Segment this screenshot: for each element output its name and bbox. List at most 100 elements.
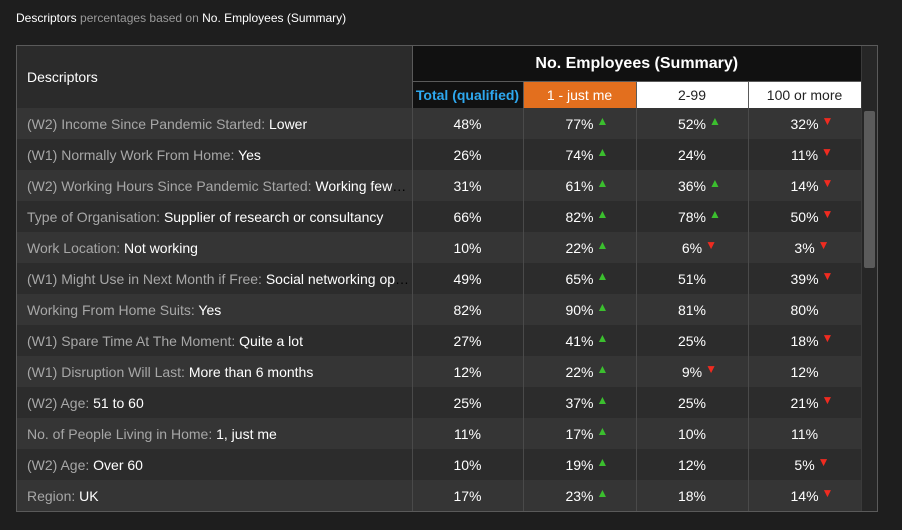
descriptor-cell[interactable]: No. of People Living in Home: 1, just me [17, 418, 413, 449]
100-or-more-cell[interactable]: 80% [748, 294, 862, 325]
total-cell[interactable]: 10% [412, 449, 524, 480]
descriptor-cell[interactable]: Working From Home Suits: Yes [17, 294, 413, 325]
descriptor-answer-value: UK [79, 487, 99, 504]
table-row[interactable]: (W1) Normally Work From Home: Yes 26% 74% ▲… [17, 139, 862, 170]
descriptor-cell[interactable]: (W2) Income Since Pandemic Started: Lowe… [17, 108, 413, 139]
percentage-container: 90% ▲ [565, 300, 608, 318]
100-or-more-cell[interactable]: 12% [748, 356, 862, 387]
descriptor-answer-value: Social networking opp… [265, 270, 412, 287]
descriptor-cell[interactable]: (W1) Spare Time At The Moment: Quite a l… [17, 325, 413, 356]
100-or-more-cell[interactable]: 14% ▼ [748, 480, 862, 511]
table-row[interactable]: (W2) Working Hours Since Pandemic Starte… [17, 170, 862, 201]
total-cell[interactable]: 10% [412, 232, 524, 263]
total-cell[interactable]: 12% [412, 356, 524, 387]
total-cell[interactable]: 26% [412, 139, 524, 170]
table-row[interactable]: (W1) Might Use in Next Month if Free: So… [17, 263, 862, 294]
2-99-cell[interactable]: 78% ▲ [636, 201, 749, 232]
100-or-more-cell[interactable]: 11% [748, 418, 862, 449]
1-just-me-cell[interactable]: 65% ▲ [523, 263, 637, 294]
100-or-more-cell[interactable]: 14% ▼ [748, 170, 862, 201]
1-just-me-cell[interactable]: 23% ▲ [523, 480, 637, 511]
table-row[interactable]: No. of People Living in Home: 1, just me… [17, 418, 862, 449]
1-just-me-cell[interactable]: 61% ▲ [523, 170, 637, 201]
total-cell[interactable]: 25% [412, 387, 524, 418]
descriptor-cell[interactable]: (W1) Normally Work From Home: Yes [17, 139, 413, 170]
percentage-container: 50% ▼ [791, 207, 834, 225]
1-just-me-cell[interactable]: 22% ▲ [523, 356, 637, 387]
total-cell[interactable]: 27% [412, 325, 524, 356]
total-cell[interactable]: 31% [412, 170, 524, 201]
table-row[interactable]: (W1) Disruption Will Last: More than 6 m… [17, 356, 862, 387]
scrollbar-thumb[interactable] [864, 111, 875, 268]
2-99-cell[interactable]: 36% ▲ [636, 170, 749, 201]
100-or-more-cell[interactable]: 21% ▼ [748, 387, 862, 418]
descriptors-header[interactable]: Descriptors [17, 46, 413, 108]
100-or-more-cell[interactable]: 50% ▼ [748, 201, 862, 232]
1-just-me-cell[interactable]: 17% ▲ [523, 418, 637, 449]
significant-up-arrow-icon: ▲ [596, 175, 609, 190]
100-or-more-cell[interactable]: 18% ▼ [748, 325, 862, 356]
2-99-cell[interactable]: 52% ▲ [636, 108, 749, 139]
table-row[interactable]: (W2) Age: 51 to 60 25% 37% ▲ 25% 21% ▼ [17, 387, 862, 418]
2-99-cell[interactable]: 12% [636, 449, 749, 480]
table-row[interactable]: (W1) Spare Time At The Moment: Quite a l… [17, 325, 862, 356]
table-row[interactable]: (W2) Income Since Pandemic Started: Lowe… [17, 108, 862, 139]
column-header-2-99[interactable]: 2-99 [636, 81, 749, 108]
percentage-value: 74% [565, 146, 594, 163]
total-cell[interactable]: 66% [412, 201, 524, 232]
descriptor-cell[interactable]: (W2) Working Hours Since Pandemic Starte… [17, 170, 413, 201]
descriptor-answer-value: Working fewer… [315, 177, 412, 194]
caption-muted-text: percentages based on [76, 11, 203, 25]
2-99-cell[interactable]: 51% [636, 263, 749, 294]
total-cell[interactable]: 17% [412, 480, 524, 511]
2-99-cell[interactable]: 25% [636, 387, 749, 418]
significant-down-arrow-icon: ▼ [821, 485, 834, 500]
100-or-more-cell[interactable]: 32% ▼ [748, 108, 862, 139]
percentage-value: 22% [565, 363, 594, 380]
1-just-me-cell[interactable]: 22% ▲ [523, 232, 637, 263]
2-99-cell[interactable]: 25% [636, 325, 749, 356]
descriptor-cell[interactable]: Region: UK [17, 480, 413, 511]
1-just-me-cell[interactable]: 41% ▲ [523, 325, 637, 356]
percentage-value: 22% [565, 239, 594, 256]
table-row[interactable]: (W2) Age: Over 60 10% 19% ▲ 12% 5% ▼ [17, 449, 862, 480]
descriptor-cell[interactable]: (W1) Might Use in Next Month if Free: So… [17, 263, 413, 294]
descriptor-question-label: (W1) Normally Work From Home: [27, 146, 239, 163]
significant-down-arrow-icon: ▼ [817, 454, 830, 469]
column-header-total[interactable]: Total (qualified) [412, 81, 524, 108]
total-cell[interactable]: 48% [412, 108, 524, 139]
1-just-me-cell[interactable]: 74% ▲ [523, 139, 637, 170]
1-just-me-cell[interactable]: 77% ▲ [523, 108, 637, 139]
100-or-more-cell[interactable]: 3% ▼ [748, 232, 862, 263]
2-99-cell[interactable]: 10% [636, 418, 749, 449]
2-99-cell[interactable]: 81% [636, 294, 749, 325]
100-or-more-cell[interactable]: 5% ▼ [748, 449, 862, 480]
1-just-me-cell[interactable]: 37% ▲ [523, 387, 637, 418]
descriptor-cell[interactable]: Type of Organisation: Supplier of resear… [17, 201, 413, 232]
1-just-me-cell[interactable]: 90% ▲ [523, 294, 637, 325]
total-cell[interactable]: 49% [412, 263, 524, 294]
2-99-cell[interactable]: 24% [636, 139, 749, 170]
2-99-cell[interactable]: 18% [636, 480, 749, 511]
100-or-more-cell[interactable]: 11% ▼ [748, 139, 862, 170]
descriptor-cell[interactable]: Work Location: Not working [17, 232, 413, 263]
total-cell[interactable]: 82% [412, 294, 524, 325]
vertical-scrollbar[interactable] [861, 46, 877, 511]
2-99-cell[interactable]: 9% ▼ [636, 356, 749, 387]
banner-group-header[interactable]: No. Employees (Summary) [412, 46, 862, 82]
column-header-100-or-more[interactable]: 100 or more [748, 81, 862, 108]
descriptor-cell[interactable]: (W2) Age: 51 to 60 [17, 387, 413, 418]
percentage-value: 31% [453, 177, 482, 194]
table-row[interactable]: Working From Home Suits: Yes 82% 90% ▲ 81% 80… [17, 294, 862, 325]
2-99-cell[interactable]: 6% ▼ [636, 232, 749, 263]
table-row[interactable]: Work Location: Not working 10% 22% ▲ 6% ▼ 3% ▼ [17, 232, 862, 263]
1-just-me-cell[interactable]: 82% ▲ [523, 201, 637, 232]
1-just-me-cell[interactable]: 19% ▲ [523, 449, 637, 480]
descriptor-cell[interactable]: (W2) Age: Over 60 [17, 449, 413, 480]
table-row[interactable]: Region: UK 17% 23% ▲ 18% 14% ▼ [17, 480, 862, 511]
column-header-1-just-me[interactable]: 1 - just me [523, 81, 637, 108]
descriptor-cell[interactable]: (W1) Disruption Will Last: More than 6 m… [17, 356, 413, 387]
total-cell[interactable]: 11% [412, 418, 524, 449]
100-or-more-cell[interactable]: 39% ▼ [748, 263, 862, 294]
table-row[interactable]: Type of Organisation: Supplier of resear… [17, 201, 862, 232]
